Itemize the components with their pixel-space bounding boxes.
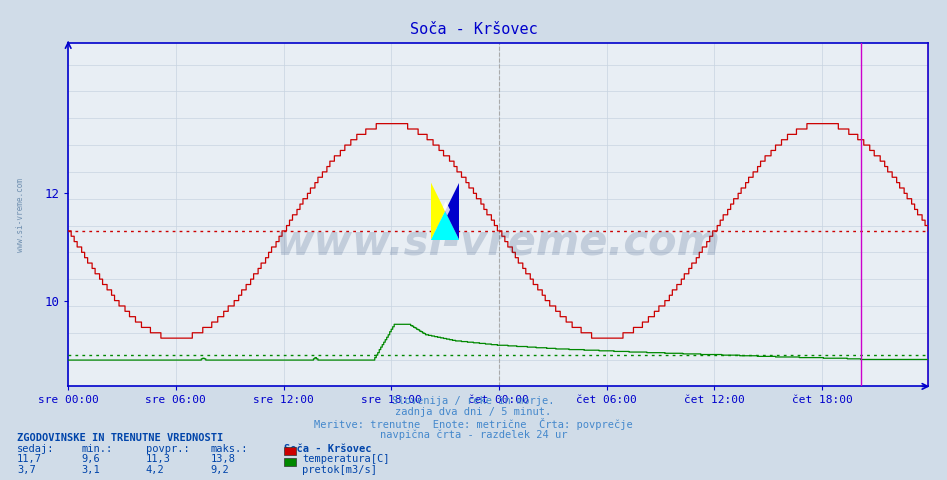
Text: maks.:: maks.: xyxy=(210,444,248,454)
Text: Soča - Kršovec: Soča - Kršovec xyxy=(284,444,371,454)
Text: www.si-vreme.com: www.si-vreme.com xyxy=(276,221,721,263)
Text: 11,3: 11,3 xyxy=(146,454,170,464)
Text: sedaj:: sedaj: xyxy=(17,444,55,454)
Text: 3,1: 3,1 xyxy=(81,465,100,475)
Text: 9,6: 9,6 xyxy=(81,454,100,464)
Text: povpr.:: povpr.: xyxy=(146,444,189,454)
Polygon shape xyxy=(443,201,450,216)
Text: ZGODOVINSKE IN TRENUTNE VREDNOSTI: ZGODOVINSKE IN TRENUTNE VREDNOSTI xyxy=(17,433,223,443)
Text: 4,2: 4,2 xyxy=(146,465,165,475)
Text: Meritve: trenutne  Enote: metrične  Črta: povprečje: Meritve: trenutne Enote: metrične Črta: … xyxy=(314,418,633,430)
Text: navpična črta - razdelek 24 ur: navpična črta - razdelek 24 ur xyxy=(380,429,567,440)
Text: www.si-vreme.com: www.si-vreme.com xyxy=(16,178,26,252)
Text: Slovenija / reke in morje.: Slovenija / reke in morje. xyxy=(392,396,555,406)
Text: pretok[m3/s]: pretok[m3/s] xyxy=(302,465,377,475)
Text: 9,2: 9,2 xyxy=(210,465,229,475)
Text: 13,8: 13,8 xyxy=(210,454,235,464)
Text: min.:: min.: xyxy=(81,444,113,454)
Text: 3,7: 3,7 xyxy=(17,465,36,475)
Text: Soča - Kršovec: Soča - Kršovec xyxy=(410,22,537,36)
Text: temperatura[C]: temperatura[C] xyxy=(302,454,389,464)
Polygon shape xyxy=(431,182,445,240)
Polygon shape xyxy=(431,211,459,240)
Polygon shape xyxy=(445,182,459,240)
Text: 11,7: 11,7 xyxy=(17,454,42,464)
Text: zadnja dva dni / 5 minut.: zadnja dva dni / 5 minut. xyxy=(396,407,551,417)
